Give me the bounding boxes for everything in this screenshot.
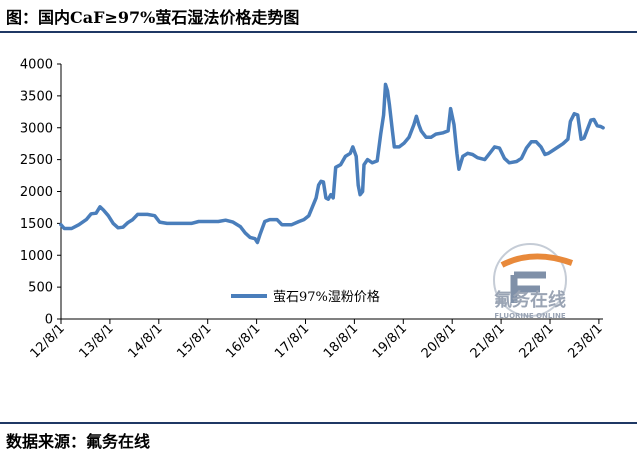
x-tick-label: 19/8/1 (370, 321, 410, 361)
watermark-ring-icon (493, 243, 567, 317)
series-layer (59, 82, 605, 245)
watermark-sub: FLUORINE ONLINE (494, 312, 565, 320)
x-tick-label: 20/8/1 (419, 321, 459, 361)
watermark-main: 氟务在线 (494, 289, 566, 311)
y-tick-label: 3000 (20, 121, 53, 136)
y-tick-label: 2500 (20, 153, 53, 168)
x-tick-label: 17/8/1 (272, 321, 312, 361)
x-axis-ticks: 12/8/1 13/8/1 14/8/1 15/8/1 16/8/1 17/8/1 18/8… (28, 319, 606, 361)
legend: 萤石97%湿粉价格 (231, 289, 380, 305)
y-tick-label: 1500 (20, 217, 53, 232)
y-tick-label: 0 (45, 313, 53, 328)
y-tick-label: 1000 (20, 249, 53, 264)
x-tick-label: 21/8/1 (468, 321, 508, 361)
y-tick-label: 2000 (20, 185, 53, 200)
y-tick-label: 4000 (20, 58, 53, 73)
series-line (59, 82, 605, 245)
x-tick-label: 14/8/1 (125, 321, 165, 361)
page-title: 图：国内CaF≥97%萤石湿法价格走势图 (6, 8, 300, 27)
price-chart: 0 500 1000 1500 2000 2500 3000 3500 4000 12/8/1 1… (20, 58, 606, 362)
x-tick-label: 18/8/1 (321, 321, 361, 361)
x-tick-label: 16/8/1 (223, 321, 263, 361)
y-axis-ticks: 0 500 1000 1500 2000 2500 3000 3500 4000 (20, 58, 61, 328)
top-rule (0, 31, 637, 33)
watermark-swoosh-icon (500, 253, 574, 268)
x-tick-label: 15/8/1 (174, 321, 214, 361)
watermark-logo: 氟务在线 FLUORINE ONLINE (493, 243, 574, 320)
x-tick-label: 13/8/1 (77, 321, 117, 361)
legend-label: 萤石97%湿粉价格 (273, 289, 380, 305)
y-tick-label: 3500 (20, 89, 53, 104)
x-tick-label: 22/8/1 (517, 321, 557, 361)
bottom-rule (0, 422, 637, 424)
x-tick-label: 23/8/1 (566, 321, 606, 361)
y-tick-label: 500 (28, 281, 53, 296)
watermark-f-icon (510, 271, 546, 303)
source-note: 数据来源：氟务在线 (6, 432, 151, 451)
